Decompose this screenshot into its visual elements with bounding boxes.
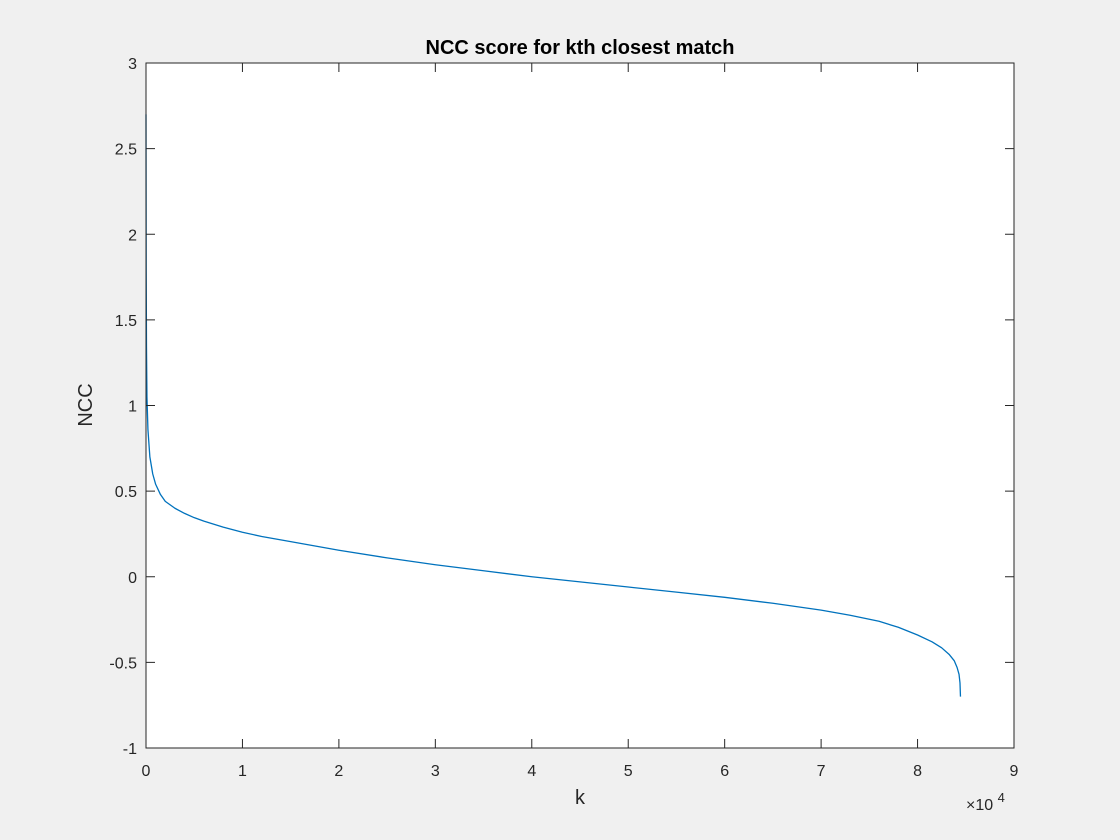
- y-tick-label: 0: [128, 570, 137, 587]
- y-tick-label: 1.5: [115, 313, 137, 330]
- x-exponent-power: 4: [998, 790, 1005, 805]
- x-tick-label: 9: [1010, 763, 1019, 780]
- y-tick-label: -1: [123, 741, 137, 758]
- x-tick-label: 0: [142, 763, 151, 780]
- x-exponent-label: ×10 4: [966, 790, 1005, 814]
- x-tick-label: 1: [238, 763, 247, 780]
- series-layer: [145, 114, 962, 697]
- y-tick-label: 0.5: [115, 484, 137, 501]
- x-tick-label: 6: [720, 763, 729, 780]
- x-exponent-base: ×10: [966, 797, 993, 814]
- x-tick-label: 8: [913, 763, 922, 780]
- x-tick-label: 7: [817, 763, 826, 780]
- x-tick-label: 5: [624, 763, 633, 780]
- x-tick-label: 3: [431, 763, 440, 780]
- axes-box: [145, 62, 1015, 749]
- series-line: [145, 114, 962, 697]
- plot-area: [146, 63, 1014, 748]
- y-tick-label: 3: [128, 56, 137, 73]
- y-tick-label: 2: [128, 227, 137, 244]
- x-tick-label: 2: [334, 763, 343, 780]
- x-axis-title: k: [575, 787, 586, 809]
- chart-title: NCC score for kth closest match: [426, 37, 735, 59]
- y-tick-label: 1: [128, 399, 137, 416]
- y-tick-label: -0.5: [109, 655, 137, 672]
- x-tick-label: 4: [527, 763, 536, 780]
- y-tick-label: 2.5: [115, 142, 137, 159]
- y-axis-title: NCC: [75, 383, 97, 426]
